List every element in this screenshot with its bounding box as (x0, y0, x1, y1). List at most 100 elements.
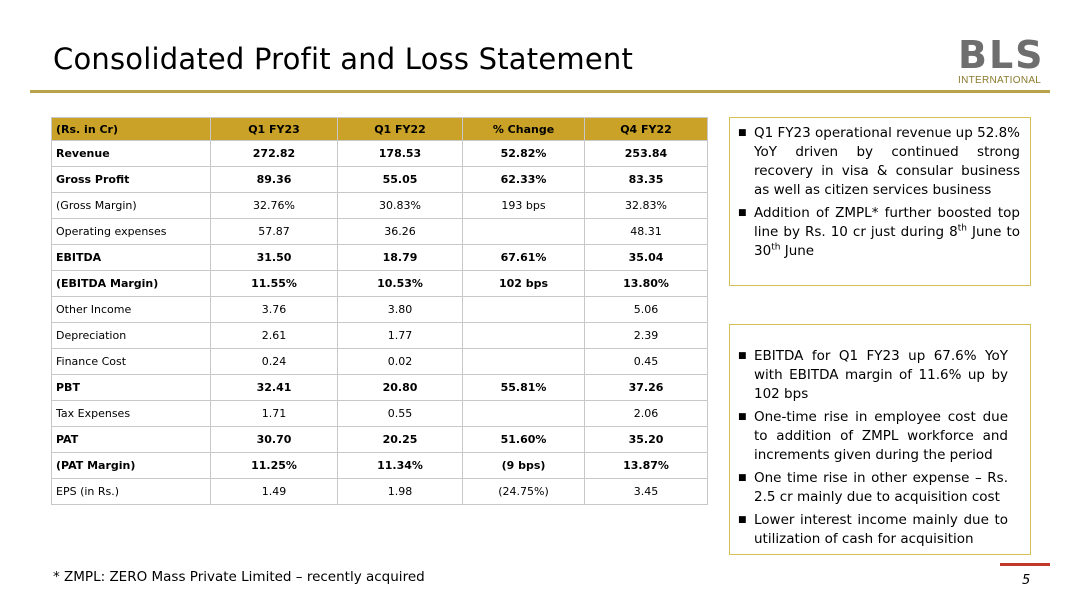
title-divider (30, 90, 1050, 93)
company-logo: BLS INTERNATIONAL (958, 36, 1050, 88)
table-cell: 32.76% (210, 192, 338, 219)
table-row: PBT 32.41 20.80 55.81% 37.26 (51, 374, 708, 401)
row-label: PBT (51, 374, 211, 401)
table-row: Finance Cost 0.24 0.02 0.45 (51, 348, 708, 375)
superscript: th (771, 242, 781, 253)
table-cell: 13.80% (584, 270, 708, 297)
table-cell: 193 bps (462, 192, 585, 219)
bullet-text: One time rise in other expense – Rs. 2.5… (754, 470, 1008, 505)
table-row: Gross Profit 89.36 55.05 62.33% 83.35 (51, 166, 708, 193)
ebitda-highlights-box: ■ EBITDA for Q1 FY23 up 67.6% YoY with EB… (729, 324, 1031, 555)
table-cell: 20.80 (337, 374, 463, 401)
table-cell: 10.53% (337, 270, 463, 297)
table-cell: 3.45 (584, 478, 708, 505)
table-cell: 37.26 (584, 374, 708, 401)
table-row: (PAT Margin) 11.25% 11.34% (9 bps) 13.87% (51, 452, 708, 479)
table-cell: 36.26 (337, 218, 463, 245)
column-header: Q4 FY22 (584, 117, 708, 141)
table-cell: 11.55% (210, 270, 338, 297)
table-cell: 11.34% (337, 452, 463, 479)
table-row: Other Income 3.76 3.80 5.06 (51, 296, 708, 323)
table-cell: 5.06 (584, 296, 708, 323)
bullet-text: EBITDA for Q1 FY23 up 67.6% YoY with EBI… (754, 348, 1008, 402)
column-header: (Rs. in Cr) (51, 117, 211, 141)
bullet-text: June to 30 (754, 224, 1020, 259)
row-label: Finance Cost (51, 348, 211, 375)
table-cell: 2.61 (210, 322, 338, 349)
table-cell: 0.02 (337, 348, 463, 375)
table-cell (462, 348, 585, 375)
column-header: % Change (462, 117, 585, 141)
table-cell: 178.53 (337, 140, 463, 167)
table-cell: 272.82 (210, 140, 338, 167)
table-cell: 1.77 (337, 322, 463, 349)
table-cell: 102 bps (462, 270, 585, 297)
row-label: Operating expenses (51, 218, 211, 245)
table-cell: 30.83% (337, 192, 463, 219)
table-cell: 35.20 (584, 426, 708, 453)
table-row: Revenue 272.82 178.53 52.82% 253.84 (51, 140, 708, 167)
table-row: PAT 30.70 20.25 51.60% 35.20 (51, 426, 708, 453)
column-header: Q1 FY23 (210, 117, 338, 141)
table-cell: 1.49 (210, 478, 338, 505)
table-cell (462, 296, 585, 323)
table-row: EBITDA 31.50 18.79 67.61% 35.04 (51, 244, 708, 271)
logo-mark: BLS (958, 33, 1045, 77)
row-label: EBITDA (51, 244, 211, 271)
superscript: th (957, 223, 967, 234)
table-cell: 2.39 (584, 322, 708, 349)
row-label: Tax Expenses (51, 400, 211, 427)
list-item: ■ One-time rise in employee cost due to a… (730, 408, 1008, 465)
table-cell (462, 322, 585, 349)
row-label: (PAT Margin) (51, 452, 211, 479)
list-item: ■ One time rise in other expense – Rs. 2.… (730, 469, 1008, 507)
table-cell: 0.45 (584, 348, 708, 375)
table-cell: (24.75%) (462, 478, 585, 505)
table-cell: 32.83% (584, 192, 708, 219)
table-cell: 13.87% (584, 452, 708, 479)
table-cell: 62.33% (462, 166, 585, 193)
table-cell: 89.36 (210, 166, 338, 193)
square-bullet-icon: ■ (738, 351, 747, 361)
profit-loss-table: (Rs. in Cr) Q1 FY23 Q1 FY22 % Change Q4 … (51, 117, 708, 505)
table-cell: 51.60% (462, 426, 585, 453)
table-cell: 20.25 (337, 426, 463, 453)
list-item: ■ Addition of ZMPL* further boosted top l… (730, 204, 1020, 261)
column-header: Q1 FY22 (337, 117, 463, 141)
table-cell: 67.61% (462, 244, 585, 271)
table-body: Revenue 272.82 178.53 52.82% 253.84 Gross Pro… (51, 140, 708, 505)
table-cell: 18.79 (337, 244, 463, 271)
table-cell: 35.04 (584, 244, 708, 271)
bullet-text: Addition of ZMPL* further boosted top li… (754, 205, 1020, 240)
page-marker-line (1000, 563, 1050, 566)
bullet-text: Lower interest income mainly due to util… (754, 512, 1008, 547)
table-cell: 253.84 (584, 140, 708, 167)
table-cell: 3.80 (337, 296, 463, 323)
footnote: * ZMPL: ZERO Mass Private Limited – rece… (53, 569, 425, 585)
row-label: Gross Profit (51, 166, 211, 193)
row-label: PAT (51, 426, 211, 453)
square-bullet-icon: ■ (738, 128, 747, 138)
table-cell: 32.41 (210, 374, 338, 401)
table-row: Operating expenses 57.87 36.26 48.31 (51, 218, 708, 245)
table-row: (EBITDA Margin) 11.55% 10.53% 102 bps 13.80% (51, 270, 708, 297)
table-cell: (9 bps) (462, 452, 585, 479)
table-header-row: (Rs. in Cr) Q1 FY23 Q1 FY22 % Change Q4 … (51, 117, 708, 141)
row-label: Revenue (51, 140, 211, 167)
row-label: (Gross Margin) (51, 192, 211, 219)
row-label: Other Income (51, 296, 211, 323)
list-item: ■ EBITDA for Q1 FY23 up 67.6% YoY with EB… (730, 347, 1008, 404)
table-cell: 0.55 (337, 400, 463, 427)
page-title: Consolidated Profit and Loss Statement (53, 42, 634, 76)
bullet-text: One-time rise in employee cost due to ad… (754, 409, 1008, 463)
bullet-text: Q1 FY23 operational revenue up 52.8% YoY… (754, 125, 1020, 198)
list-item: ■ Q1 FY23 operational revenue up 52.8% Yo… (730, 124, 1020, 200)
table-cell: 3.76 (210, 296, 338, 323)
table-cell (462, 218, 585, 245)
table-cell: 1.98 (337, 478, 463, 505)
table-cell: 57.87 (210, 218, 338, 245)
row-label: Depreciation (51, 322, 211, 349)
table-row: EPS (in Rs.) 1.49 1.98 (24.75%) 3.45 (51, 478, 708, 505)
table-cell: 55.81% (462, 374, 585, 401)
table-cell: 11.25% (210, 452, 338, 479)
